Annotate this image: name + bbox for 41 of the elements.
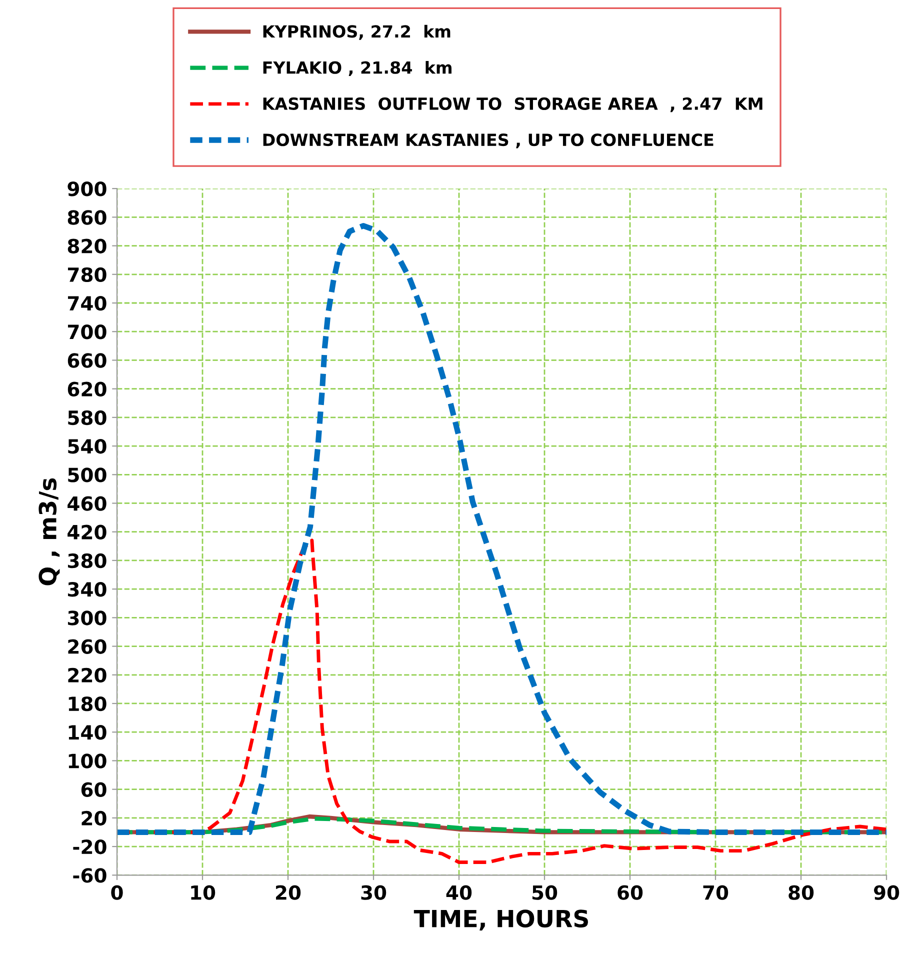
y-tick-label: 860 (68, 210, 106, 225)
legend-label: DOWNSTREAM KASTANIES , UP TO CONFLUENCE (263, 134, 714, 148)
y-tick-label: 60 (81, 782, 106, 797)
y-tick-label: 300 (68, 610, 106, 626)
y-tick-label: 700 (68, 324, 106, 340)
y-tick-label: 260 (68, 639, 106, 654)
y-tick-label: 100 (68, 754, 106, 768)
y-tick-label: 820 (68, 238, 106, 254)
x-tick-label: 70 (703, 885, 728, 900)
legend-label: FYLAKIO , 21.84 km (263, 60, 452, 76)
y-tick-label: 420 (68, 524, 106, 540)
y-tick-label: 620 (68, 382, 106, 396)
y-tick-label: 540 (68, 438, 106, 454)
y-tick-label: 900 (68, 182, 106, 196)
x-tick-label: 30 (361, 885, 386, 900)
x-tick-label: 0 (111, 885, 123, 900)
y-tick-label: 220 (68, 668, 106, 683)
y-tick-label: 740 (68, 296, 106, 311)
x-tick-label: 90 (874, 885, 900, 900)
y-tick-label: 500 (68, 468, 106, 482)
y-tick-label: -20 (73, 839, 106, 854)
y-tick-label: 20 (82, 810, 106, 826)
y-tick-label: 340 (68, 582, 106, 597)
x-tick-label: 50 (532, 885, 558, 900)
x-tick-label: 60 (618, 885, 643, 900)
y-tick-label: 140 (68, 725, 106, 740)
y-tick-label: 580 (68, 410, 106, 426)
x-tick-label: 80 (788, 885, 814, 900)
y-tick-label: 460 (68, 496, 106, 511)
legend-label: KASTANIES OUTFLOW TO STORAGE AREA , 2.47 KM (263, 97, 762, 112)
y-tick-label: -60 (73, 868, 106, 883)
x-tick-label: 40 (446, 885, 472, 900)
y-tick-label: 180 (68, 696, 106, 712)
x-tick-label: 20 (276, 885, 301, 900)
legend-label: KYPRINOS, 27.2 km (263, 24, 450, 40)
y-axis-title: Q , m3/s (38, 478, 60, 586)
x-axis-title: TIME, HOURS (414, 910, 588, 931)
y-tick-label: 780 (68, 267, 106, 282)
y-tick-label: 380 (68, 553, 106, 568)
y-tick-label: 660 (68, 353, 106, 368)
x-tick-label: 10 (191, 885, 216, 900)
